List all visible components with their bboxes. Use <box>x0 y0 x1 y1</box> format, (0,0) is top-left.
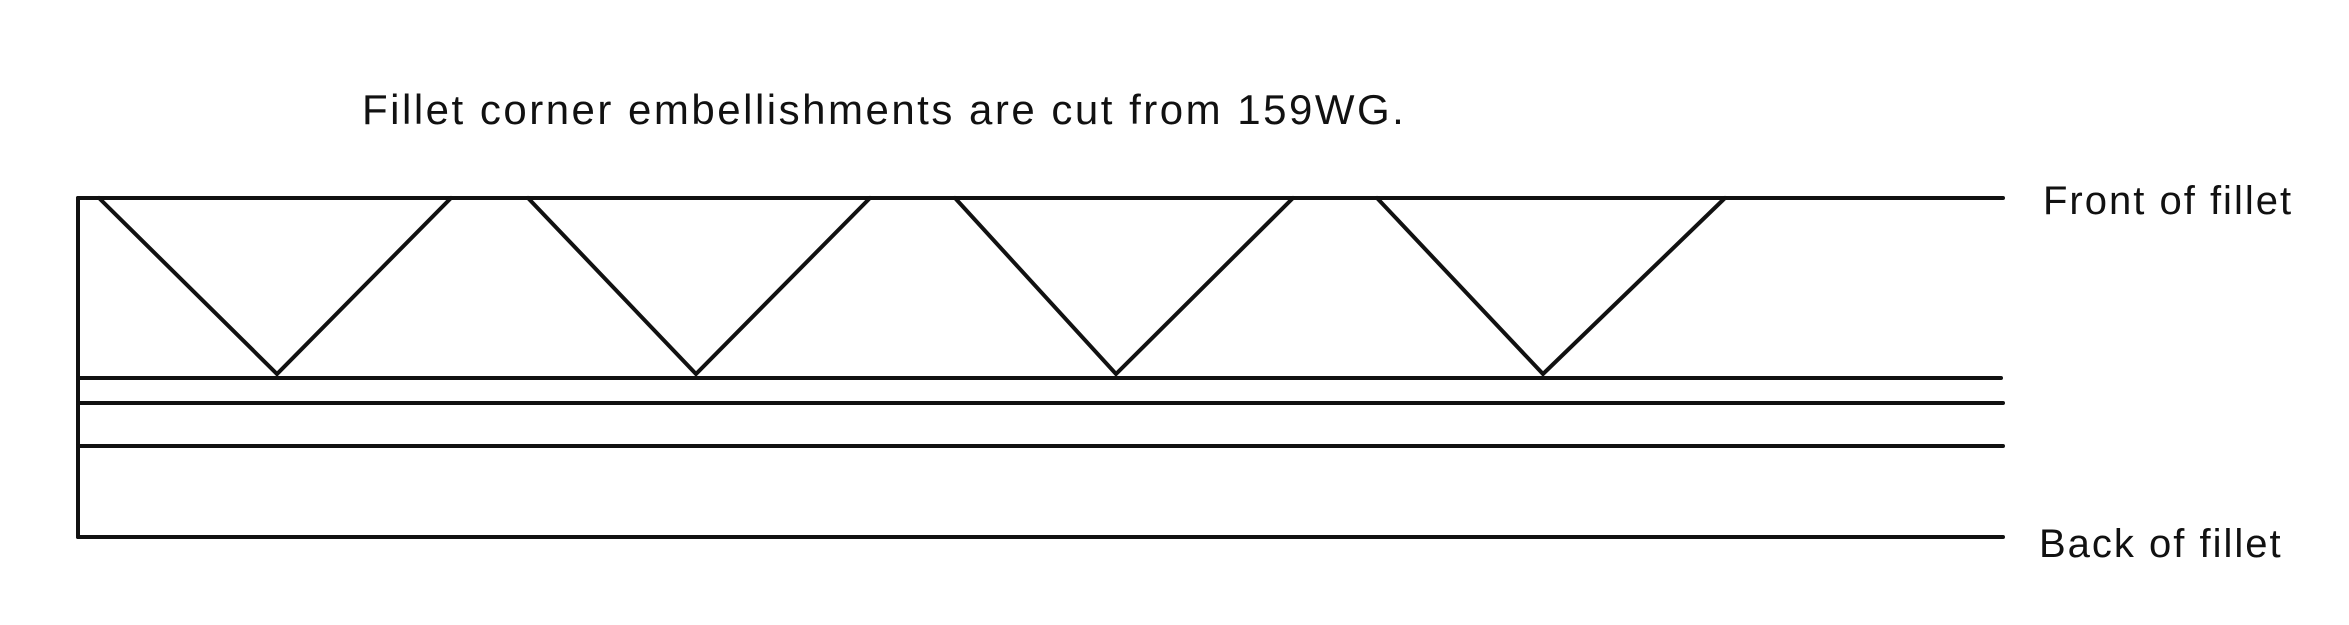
embellishment-v-4 <box>1375 196 1727 377</box>
front-of-fillet-label: Front of fillet <box>2043 179 2293 223</box>
back-of-fillet-label: Back of fillet <box>2039 522 2283 566</box>
diagram-caption: Fillet corner embellishments are cut fro… <box>362 86 1406 133</box>
embellishment-v-3 <box>953 196 1295 377</box>
embellishment-v-2 <box>526 196 872 377</box>
embellishment-v-1 <box>97 196 453 377</box>
